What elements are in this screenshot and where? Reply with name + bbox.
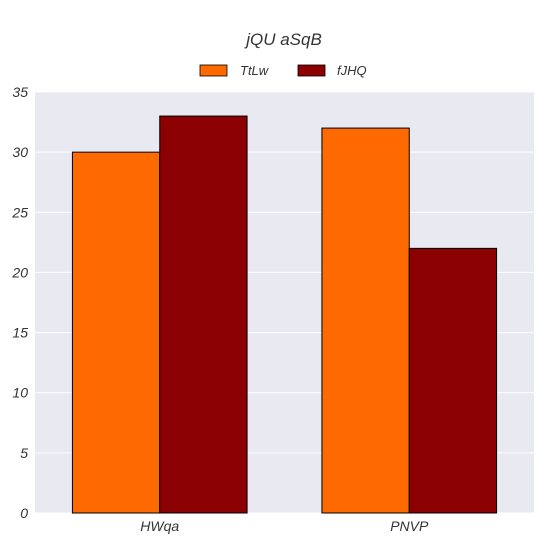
bar-fjhq-pnvp	[408, 247, 498, 514]
chart-title: jQU aSqB	[244, 30, 322, 49]
bar-ttlw-hwqa	[71, 151, 161, 514]
legend-swatch-fjhq	[297, 64, 326, 77]
bar-fjhq-hwqa	[159, 115, 248, 514]
y-tick-label: 5	[20, 445, 28, 461]
x-tick-label: HWqa	[140, 518, 179, 534]
legend-label-fjhq: fJHQ	[337, 63, 367, 78]
y-axis-ticks: 0 5 10 15 20 25 30 35	[11, 84, 28, 521]
bar-ttlw-pnvp	[321, 127, 410, 514]
legend-label-ttlw: TtLw	[240, 63, 270, 78]
x-tick-label: PNVP	[390, 518, 429, 534]
y-tick-label: 35	[12, 84, 28, 100]
y-tick-label: 25	[11, 204, 28, 220]
y-tick-label: 0	[20, 505, 28, 521]
legend: TtLw fJHQ	[199, 63, 367, 78]
y-tick-label: 10	[12, 385, 28, 401]
legend-swatch-ttlw	[199, 64, 228, 77]
bars	[71, 115, 498, 514]
y-tick-label: 30	[12, 144, 28, 160]
x-axis-ticks: HWqa PNVP	[140, 518, 429, 534]
y-tick-label: 20	[11, 264, 28, 280]
y-tick-label: 15	[12, 325, 28, 341]
